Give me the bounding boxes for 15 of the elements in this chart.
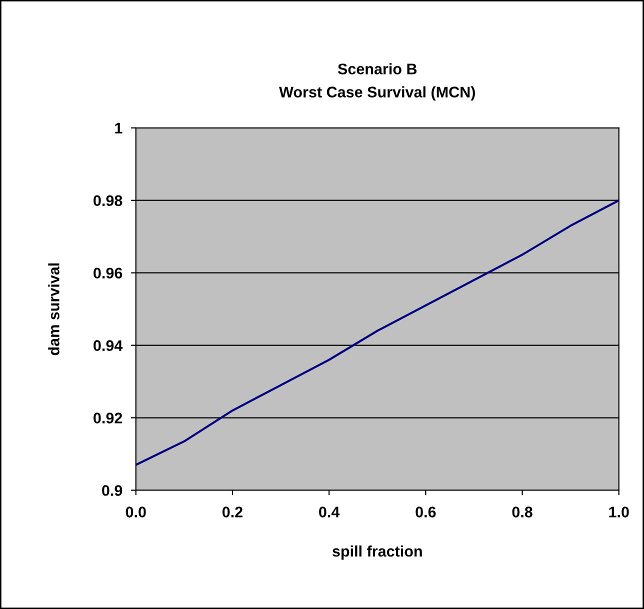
y-tick-label: 0.9: [102, 485, 122, 496]
y-tick-label: 0.92: [94, 412, 122, 424]
x-tick-label: 0.2: [222, 506, 242, 518]
y-tick-label: 0.96: [94, 268, 122, 279]
chart-title: Scenario B Worst Case Survival (MCN): [279, 63, 475, 101]
y-axis-title: dam survival: [48, 263, 60, 356]
x-tick-label: 0.6: [416, 506, 436, 518]
y-tick-label: 0.98: [94, 195, 122, 206]
x-axis-title: spill fraction: [332, 545, 422, 560]
y-tick-label: 1: [115, 122, 122, 134]
x-tick-label: 1.0: [609, 506, 629, 518]
x-tick-label: 0.4: [319, 506, 340, 518]
x-tick-label: 0.8: [512, 506, 532, 518]
y-tick-label: 0.94: [94, 340, 123, 351]
x-tick-label: 0.0: [126, 506, 146, 518]
